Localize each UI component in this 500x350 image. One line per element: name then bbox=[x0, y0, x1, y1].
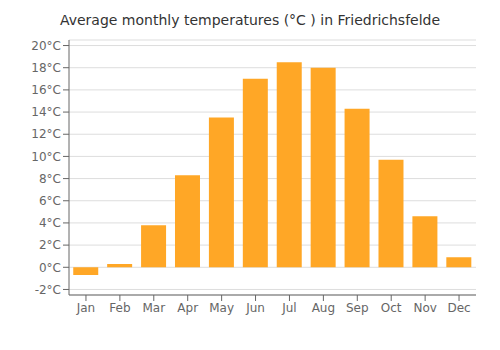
svg-text:20°C: 20°C bbox=[31, 39, 61, 53]
svg-text:Jul: Jul bbox=[281, 301, 296, 315]
svg-text:Mar: Mar bbox=[142, 301, 165, 315]
svg-text:10°C: 10°C bbox=[31, 150, 61, 164]
svg-text:Dec: Dec bbox=[447, 301, 470, 315]
svg-text:16°C: 16°C bbox=[31, 83, 61, 97]
svg-text:18°C: 18°C bbox=[31, 61, 61, 75]
svg-text:Nov: Nov bbox=[413, 301, 436, 315]
svg-text:Oct: Oct bbox=[381, 301, 402, 315]
svg-text:2°C: 2°C bbox=[39, 238, 61, 252]
svg-text:May: May bbox=[209, 301, 234, 315]
svg-text:Apr: Apr bbox=[177, 301, 198, 315]
svg-text:Jan: Jan bbox=[76, 301, 96, 315]
svg-text:12°C: 12°C bbox=[31, 127, 61, 141]
html-text:Average monthly temperatures (: Average monthly temperatures (°C ) in Fr… bbox=[59, 12, 441, 28]
svg-text:4°C: 4°C bbox=[39, 216, 61, 230]
svg-text:8°C: 8°C bbox=[39, 172, 61, 186]
svg-text:Jun: Jun bbox=[245, 301, 265, 315]
svg-text:Feb: Feb bbox=[109, 301, 130, 315]
svg-text:Sep: Sep bbox=[346, 301, 369, 315]
svg-text:14°C: 14°C bbox=[31, 105, 61, 119]
svg-text:-2°C: -2°C bbox=[35, 283, 61, 297]
svg-text:0°C: 0°C bbox=[39, 261, 61, 275]
svg-text:Aug: Aug bbox=[312, 301, 335, 315]
svg-text:6°C: 6°C bbox=[39, 194, 61, 208]
